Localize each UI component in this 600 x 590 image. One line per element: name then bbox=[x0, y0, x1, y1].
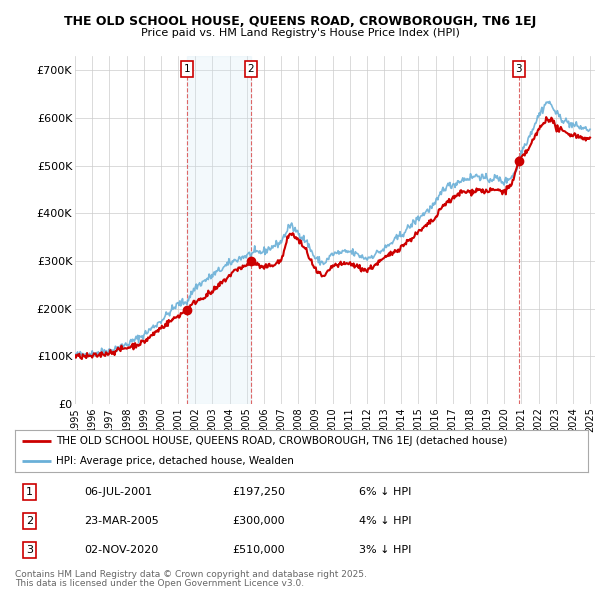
Text: £510,000: £510,000 bbox=[233, 545, 286, 555]
Text: THE OLD SCHOOL HOUSE, QUEENS ROAD, CROWBOROUGH, TN6 1EJ (detached house): THE OLD SCHOOL HOUSE, QUEENS ROAD, CROWB… bbox=[56, 437, 508, 447]
Text: £300,000: £300,000 bbox=[233, 516, 286, 526]
Text: 2: 2 bbox=[26, 516, 33, 526]
Text: 3% ↓ HPI: 3% ↓ HPI bbox=[359, 545, 411, 555]
Text: 2: 2 bbox=[247, 64, 254, 74]
Text: £197,250: £197,250 bbox=[233, 487, 286, 497]
Text: HPI: Average price, detached house, Wealden: HPI: Average price, detached house, Weal… bbox=[56, 457, 294, 466]
Text: 3: 3 bbox=[515, 64, 522, 74]
Text: THE OLD SCHOOL HOUSE, QUEENS ROAD, CROWBOROUGH, TN6 1EJ: THE OLD SCHOOL HOUSE, QUEENS ROAD, CROWB… bbox=[64, 15, 536, 28]
Text: 23-MAR-2005: 23-MAR-2005 bbox=[84, 516, 158, 526]
Text: 4% ↓ HPI: 4% ↓ HPI bbox=[359, 516, 412, 526]
Text: 02-NOV-2020: 02-NOV-2020 bbox=[84, 545, 158, 555]
Text: This data is licensed under the Open Government Licence v3.0.: This data is licensed under the Open Gov… bbox=[15, 579, 304, 588]
Text: 1: 1 bbox=[184, 64, 190, 74]
Bar bbox=[187, 56, 251, 404]
Text: 6% ↓ HPI: 6% ↓ HPI bbox=[359, 487, 411, 497]
Text: 3: 3 bbox=[26, 545, 33, 555]
Text: Price paid vs. HM Land Registry's House Price Index (HPI): Price paid vs. HM Land Registry's House … bbox=[140, 28, 460, 38]
Text: 06-JUL-2001: 06-JUL-2001 bbox=[84, 487, 152, 497]
Text: 1: 1 bbox=[26, 487, 33, 497]
Text: Contains HM Land Registry data © Crown copyright and database right 2025.: Contains HM Land Registry data © Crown c… bbox=[15, 570, 367, 579]
